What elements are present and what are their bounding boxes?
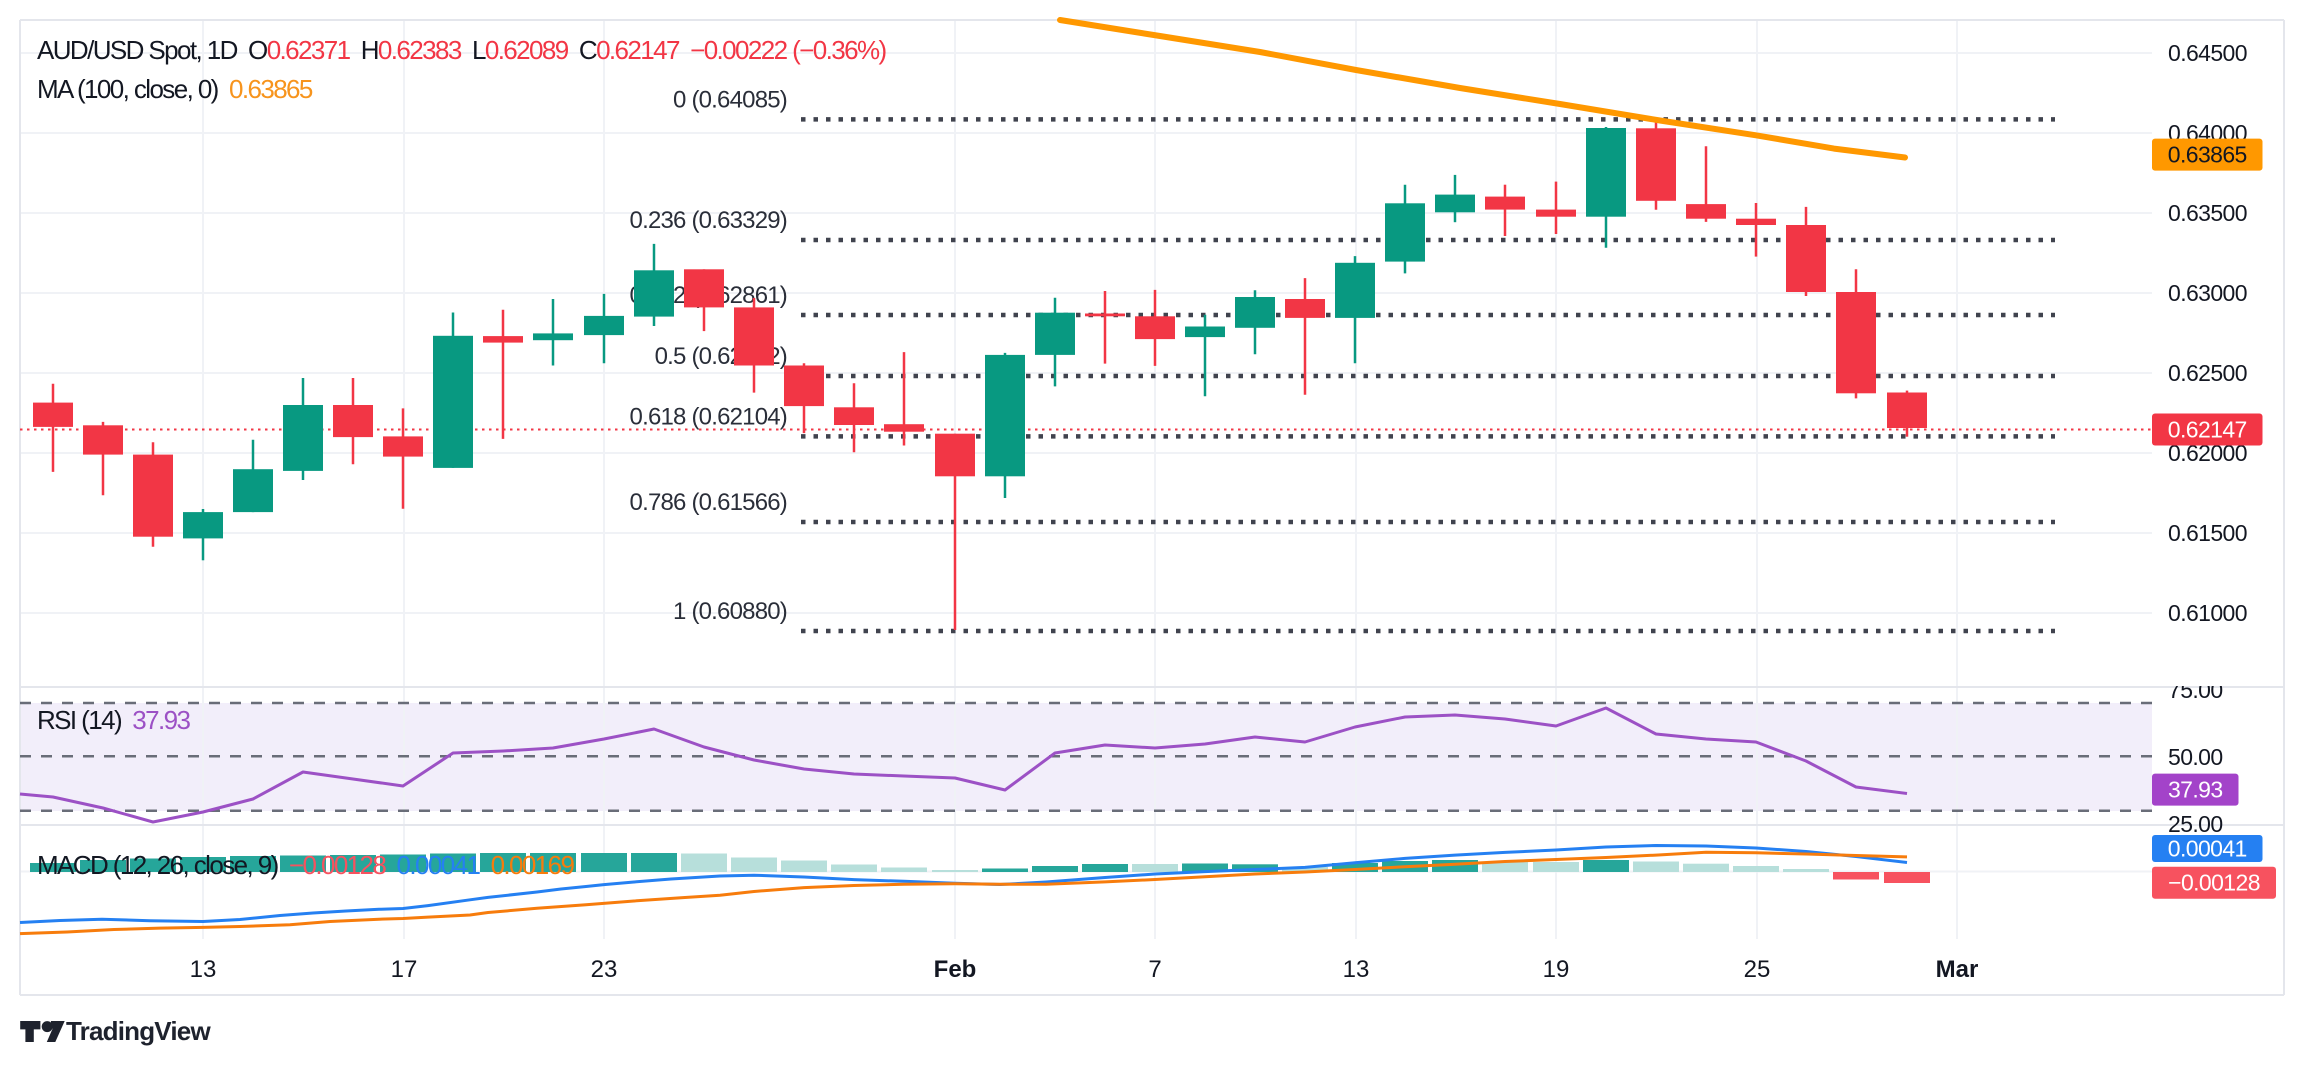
svg-text:37.93: 37.93 (2168, 777, 2223, 803)
svg-text:0.618 (0.62104): 0.618 (0.62104) (630, 403, 787, 430)
svg-text:0 (0.64085): 0 (0.64085) (673, 86, 787, 113)
svg-text:17: 17 (391, 956, 418, 983)
svg-text:7: 7 (1148, 956, 1161, 983)
svg-text:0.63865: 0.63865 (2168, 142, 2247, 168)
svg-text:MACD (12, 26, close, 9) −0.00: MACD (12, 26, close, 9) −0.00128 0.00041… (37, 850, 574, 880)
svg-text:0.62500: 0.62500 (2168, 360, 2247, 386)
svg-text:−0.00128: −0.00128 (2168, 870, 2260, 896)
svg-text:MA (100, close, 0) 0.63865: MA (100, close, 0) 0.63865 (37, 74, 313, 104)
svg-text:0.63500: 0.63500 (2168, 200, 2247, 226)
svg-text:0.64500: 0.64500 (2168, 40, 2247, 66)
svg-text:25: 25 (1744, 956, 1771, 983)
svg-text:13: 13 (190, 956, 217, 983)
svg-text:Mar: Mar (1936, 956, 1979, 983)
svg-text:0.61000: 0.61000 (2168, 600, 2247, 626)
svg-text:Feb: Feb (934, 956, 977, 983)
svg-text:AUD/USD Spot, 1D O0.62371 H0: AUD/USD Spot, 1D O0.62371 H0.62383 L0.62… (37, 35, 886, 65)
svg-text:TradingView: TradingView (66, 1016, 211, 1046)
svg-text:RSI (14) 37.93: RSI (14) 37.93 (37, 705, 190, 735)
svg-text:25.00: 25.00 (2168, 811, 2223, 837)
svg-text:1 (0.60880): 1 (0.60880) (673, 598, 787, 625)
svg-text:0.62147: 0.62147 (2168, 417, 2247, 443)
svg-text:0.63000: 0.63000 (2168, 280, 2247, 306)
svg-text:0.786 (0.61566): 0.786 (0.61566) (630, 489, 787, 516)
svg-text:13: 13 (1343, 956, 1370, 983)
svg-text:19: 19 (1543, 956, 1570, 983)
svg-text:0.61500: 0.61500 (2168, 520, 2247, 546)
svg-text:0.00041: 0.00041 (2168, 836, 2247, 862)
svg-text:23: 23 (591, 956, 618, 983)
svg-text:50.00: 50.00 (2168, 744, 2223, 770)
svg-text:0.236 (0.63329): 0.236 (0.63329) (630, 207, 787, 234)
